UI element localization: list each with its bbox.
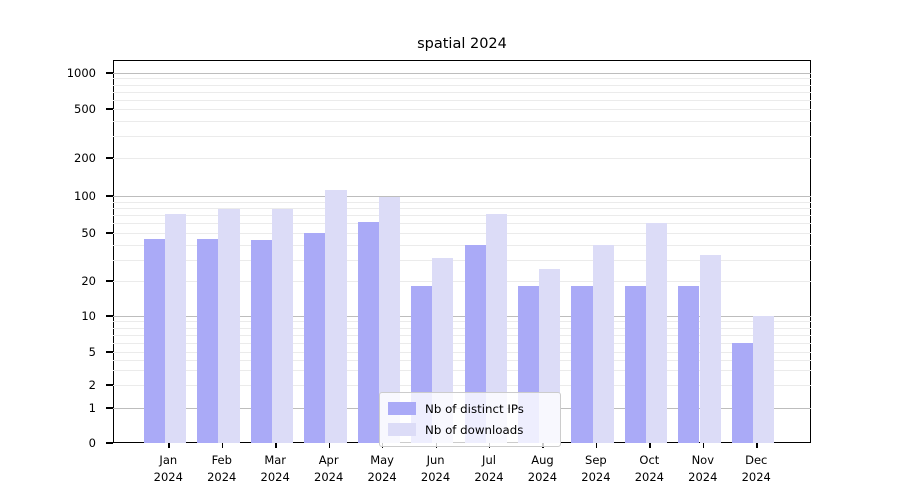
y-tick-100 — [106, 195, 113, 197]
y-tick-1 — [106, 407, 113, 409]
y-tick-5 — [106, 351, 113, 353]
bar-downloads-dec — [752, 316, 775, 443]
legend-swatch-downloads — [388, 423, 416, 436]
bar-ips-feb — [197, 238, 219, 443]
bar-ips-nov — [678, 286, 700, 443]
x-tick-label-jul: Jul 2024 — [474, 453, 504, 484]
x-tick-jan — [168, 443, 170, 448]
y-tick-label-1000: 1000 — [66, 66, 96, 80]
y-tick-10 — [106, 315, 113, 317]
gridline-y-900 — [113, 78, 811, 80]
bar-ips-oct — [624, 286, 647, 443]
gridline-y-700 — [113, 91, 811, 93]
y-tick-label-50: 50 — [81, 226, 96, 240]
y-tick-2 — [106, 384, 113, 386]
gridline-y-50 — [113, 233, 811, 234]
bar-downloads-jan — [165, 213, 187, 443]
gridline-y-100 — [113, 196, 811, 197]
gridline-y-90 — [113, 201, 811, 203]
x-tick-label-jan: Jan 2024 — [153, 453, 183, 484]
bar-downloads-mar — [271, 208, 294, 443]
x-tick-label-jun: Jun 2024 — [420, 453, 451, 484]
y-tick-0 — [106, 442, 113, 444]
x-tick-oct — [649, 443, 651, 448]
gridline-y-20 — [113, 281, 811, 282]
y-tick-20 — [106, 280, 113, 282]
bar-ips-sep — [571, 286, 593, 443]
gridline-y-300 — [113, 136, 811, 138]
bar-downloads-feb — [218, 208, 240, 443]
y-tick-label-200: 200 — [74, 151, 96, 165]
gridline-y-7 — [113, 334, 811, 336]
y-tick-50 — [106, 232, 113, 234]
x-tick-label-may: May 2024 — [367, 453, 397, 484]
y-tick-label-5: 5 — [88, 345, 96, 359]
x-tick-dec — [756, 443, 758, 448]
x-tick-nov — [702, 443, 705, 448]
y-tick-1000 — [106, 72, 113, 74]
bar-ips-dec — [731, 342, 753, 443]
gridline-y-30 — [113, 259, 811, 261]
gridline-y-9 — [113, 321, 811, 323]
x-tick-label-oct: Oct 2024 — [634, 453, 664, 484]
bar-downloads-nov — [699, 254, 721, 443]
gridline-y-600 — [113, 99, 811, 101]
legend: Nb of distinct IPs Nb of downloads — [379, 392, 561, 447]
x-tick-label-sep: Sep 2024 — [581, 453, 611, 484]
x-tick-label-feb: Feb 2024 — [207, 453, 237, 484]
gridline-y-40 — [113, 244, 811, 246]
y-tick-label-0: 0 — [88, 436, 96, 450]
y-tick-label-500: 500 — [74, 102, 96, 116]
legend-label-downloads: Nb of downloads — [425, 422, 524, 437]
bar-ips-mar — [250, 239, 272, 443]
y-tick-label-1: 1 — [88, 401, 96, 415]
y-tick-label-100: 100 — [74, 189, 96, 203]
bar-ips-apr — [304, 233, 326, 443]
gridline-y-800 — [113, 84, 811, 86]
gridline-y-500 — [113, 109, 811, 110]
chart-title: spatial 2024 — [417, 36, 507, 52]
x-tick-label-aug: Aug 2024 — [527, 453, 558, 484]
bar-ips-jan — [143, 238, 165, 443]
gridline-y-4 — [113, 360, 811, 362]
y-tick-label-2: 2 — [88, 378, 96, 392]
x-tick-label-mar: Mar 2024 — [260, 453, 290, 484]
legend-item-downloads: Nb of downloads — [388, 419, 552, 440]
gridline-y-1000 — [113, 73, 811, 74]
gridline-y-5 — [113, 352, 811, 353]
gridline-y-3 — [113, 370, 811, 372]
bar-downloads-apr — [325, 189, 347, 443]
bar-downloads-sep — [592, 244, 614, 443]
gridline-y-2 — [113, 385, 811, 386]
gridline-y-80 — [113, 207, 811, 209]
gridline-y-200 — [113, 158, 811, 159]
gridline-y-8 — [113, 327, 811, 329]
gridline-y-6 — [113, 342, 811, 344]
x-tick-mar — [275, 443, 277, 448]
x-tick-label-dec: Dec 2024 — [741, 453, 771, 484]
x-tick-apr — [328, 443, 331, 448]
y-tick-label-20: 20 — [81, 274, 96, 288]
y-tick-200 — [106, 157, 113, 159]
y-tick-500 — [106, 108, 113, 110]
bar-ips-may — [357, 221, 379, 443]
x-tick-label-nov: Nov 2024 — [688, 453, 718, 484]
x-tick-label-apr: Apr 2024 — [314, 453, 344, 484]
bar-downloads-oct — [646, 223, 668, 443]
gridline-y-70 — [113, 215, 811, 217]
legend-swatch-distinct-ips — [388, 402, 416, 415]
x-tick-sep — [595, 443, 598, 448]
gridline-y-10 — [113, 316, 811, 317]
x-tick-feb — [221, 443, 224, 448]
legend-item-distinct-ips: Nb of distinct IPs — [388, 398, 552, 419]
gridline-y-400 — [113, 120, 811, 122]
gridline-y-60 — [113, 223, 811, 225]
bar-downloads-may — [378, 197, 400, 443]
bar-downloads-jul — [485, 213, 507, 443]
y-tick-label-10: 10 — [81, 309, 96, 323]
legend-label-distinct-ips: Nb of distinct IPs — [425, 401, 524, 416]
